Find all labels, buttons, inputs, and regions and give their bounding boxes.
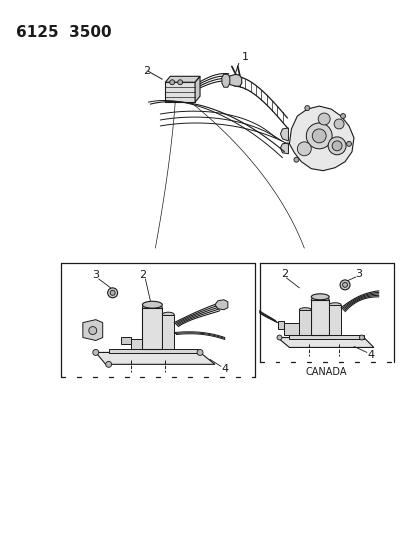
Circle shape — [340, 114, 345, 118]
Polygon shape — [277, 337, 373, 348]
Circle shape — [359, 335, 364, 340]
Circle shape — [327, 137, 345, 155]
Ellipse shape — [162, 312, 174, 317]
Text: 1: 1 — [241, 52, 248, 62]
Text: 6125  3500: 6125 3500 — [16, 25, 112, 39]
Circle shape — [106, 361, 111, 367]
Circle shape — [297, 142, 310, 156]
Polygon shape — [142, 308, 162, 350]
Polygon shape — [108, 350, 198, 353]
Circle shape — [177, 80, 182, 85]
Circle shape — [306, 123, 331, 149]
Circle shape — [342, 282, 347, 287]
Text: 4: 4 — [366, 350, 373, 360]
Circle shape — [110, 290, 115, 295]
Circle shape — [92, 350, 99, 356]
Circle shape — [108, 288, 117, 298]
Polygon shape — [165, 82, 195, 102]
Circle shape — [197, 350, 202, 356]
Polygon shape — [165, 76, 200, 82]
Text: 2: 2 — [139, 270, 146, 280]
Polygon shape — [195, 76, 200, 102]
Polygon shape — [280, 143, 288, 154]
Circle shape — [339, 280, 349, 290]
Circle shape — [276, 335, 281, 340]
Text: CANADA: CANADA — [305, 367, 346, 377]
Text: 4: 4 — [221, 364, 228, 374]
Circle shape — [293, 157, 298, 162]
Circle shape — [331, 141, 341, 151]
Circle shape — [89, 327, 97, 335]
Ellipse shape — [142, 301, 162, 308]
Circle shape — [169, 80, 174, 85]
Polygon shape — [328, 305, 340, 335]
Polygon shape — [280, 128, 288, 141]
Ellipse shape — [328, 303, 340, 306]
Polygon shape — [289, 106, 353, 171]
Polygon shape — [284, 322, 299, 335]
Polygon shape — [228, 74, 241, 86]
Circle shape — [304, 106, 309, 110]
Polygon shape — [96, 352, 214, 365]
Polygon shape — [289, 335, 363, 338]
Ellipse shape — [142, 304, 162, 311]
Circle shape — [346, 141, 351, 147]
Circle shape — [312, 129, 326, 143]
Polygon shape — [83, 320, 102, 341]
Text: 3: 3 — [92, 270, 99, 280]
Polygon shape — [310, 300, 328, 335]
Polygon shape — [221, 74, 229, 87]
Ellipse shape — [299, 308, 310, 312]
Polygon shape — [130, 338, 142, 350]
Polygon shape — [299, 310, 310, 335]
Ellipse shape — [310, 297, 328, 303]
Ellipse shape — [142, 346, 162, 352]
Polygon shape — [277, 321, 284, 328]
Polygon shape — [162, 314, 174, 350]
Polygon shape — [120, 336, 130, 344]
Ellipse shape — [310, 294, 328, 300]
Text: 2: 2 — [280, 269, 287, 279]
Polygon shape — [214, 300, 227, 310]
Circle shape — [333, 119, 343, 129]
Circle shape — [317, 113, 329, 125]
Text: 2: 2 — [143, 66, 150, 76]
Text: 3: 3 — [355, 269, 362, 279]
